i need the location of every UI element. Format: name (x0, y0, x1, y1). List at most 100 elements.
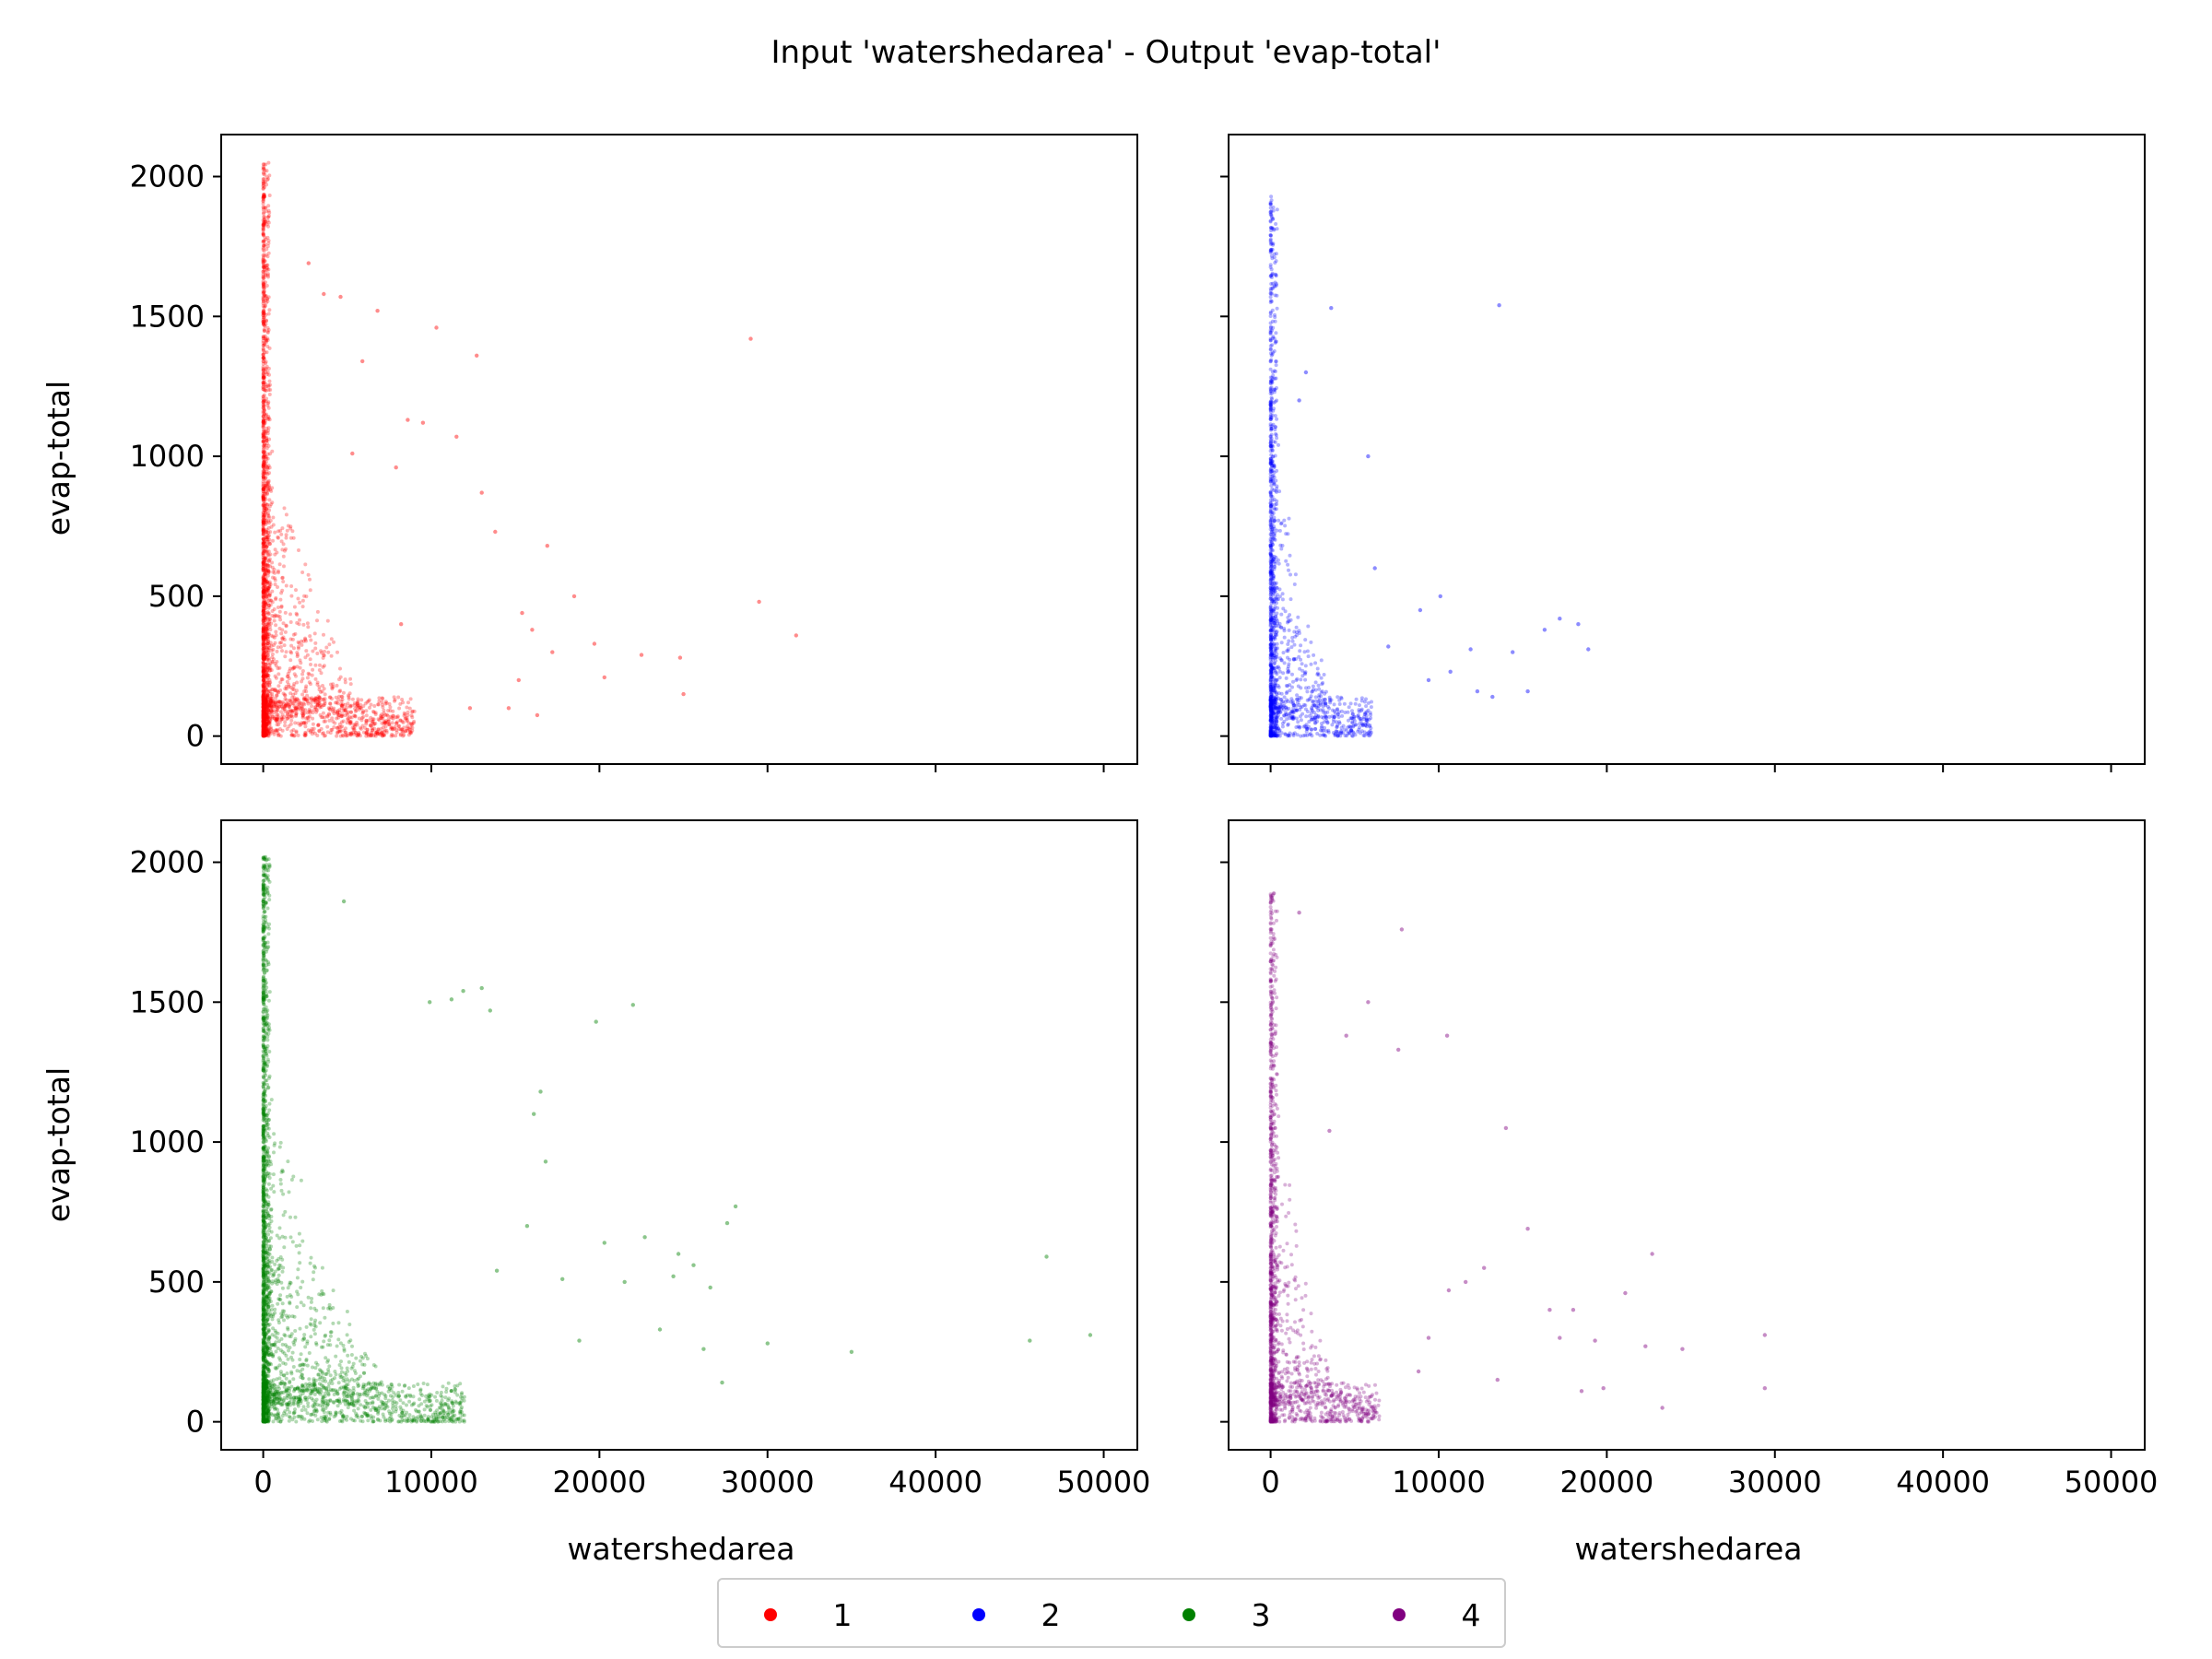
data-point (386, 717, 391, 722)
data-point (290, 529, 295, 534)
data-point (1273, 272, 1277, 276)
data-point (262, 598, 266, 603)
data-point (309, 697, 313, 701)
data-point (261, 233, 265, 238)
data-point (261, 732, 265, 736)
data-point (261, 594, 265, 599)
data-point (262, 488, 266, 491)
data-point (1268, 438, 1273, 441)
data-point (1288, 688, 1292, 693)
data-point (1272, 688, 1277, 693)
data-point (342, 728, 346, 733)
data-point (262, 584, 266, 589)
data-point (355, 701, 359, 706)
data-point (1315, 672, 1320, 677)
data-point (328, 701, 333, 706)
data-point (335, 711, 340, 715)
data-point (307, 680, 312, 685)
data-point (262, 713, 266, 718)
data-point (265, 518, 269, 523)
data-point (320, 732, 324, 735)
data-point (266, 728, 270, 733)
data-point (261, 356, 265, 360)
data-point (261, 705, 265, 709)
data-point (304, 594, 309, 599)
data-point (276, 717, 280, 721)
data-point (270, 714, 275, 719)
data-point (435, 1391, 440, 1394)
data-point (369, 734, 373, 738)
data-point (367, 733, 371, 737)
data-point (410, 715, 415, 720)
data-point (1268, 238, 1273, 242)
data-point (261, 498, 265, 502)
data-point (263, 221, 267, 226)
data-point (261, 269, 265, 274)
data-point (261, 465, 265, 469)
data-point (265, 587, 269, 592)
data-point (263, 388, 267, 393)
data-point (1288, 700, 1293, 704)
data-point (265, 734, 270, 738)
y-axis-label-bottom: evap-total (41, 1067, 76, 1222)
data-point (270, 449, 275, 453)
data-point (261, 526, 265, 531)
data-point (264, 724, 268, 728)
data-point (265, 512, 270, 517)
data-point (261, 536, 265, 541)
data-point (1364, 697, 1368, 701)
data-point (305, 653, 310, 657)
data-point (1309, 662, 1313, 666)
data-point (359, 716, 364, 720)
data-point (265, 338, 270, 342)
data-point (261, 705, 265, 710)
data-point (263, 635, 267, 640)
data-point (1322, 728, 1326, 733)
data-point (261, 414, 265, 418)
data-point (262, 670, 265, 675)
data-point (265, 267, 269, 272)
data-point (261, 703, 265, 708)
data-point (293, 698, 298, 702)
data-point (261, 617, 265, 621)
data-point (261, 542, 265, 547)
data-point (289, 718, 294, 723)
data-point (1275, 706, 1279, 711)
data-point (359, 706, 363, 711)
data-point (265, 336, 270, 341)
data-point (373, 722, 378, 725)
data-point (262, 590, 266, 594)
data-point (264, 705, 268, 710)
data-point (261, 720, 265, 724)
data-point (407, 727, 412, 732)
data-point (356, 733, 360, 737)
data-point (261, 660, 265, 665)
data-point (265, 714, 269, 719)
data-point (1270, 719, 1275, 724)
y-axis-label-top: evap-total (41, 381, 76, 535)
data-point (273, 700, 277, 705)
data-point (350, 725, 355, 730)
data-point (288, 524, 293, 529)
data-point (1268, 704, 1273, 709)
data-point (1268, 578, 1273, 582)
data-point (267, 471, 272, 476)
data-point (265, 545, 269, 549)
data-point (261, 205, 265, 209)
data-point (262, 180, 266, 184)
data-point (349, 731, 354, 735)
data-point (261, 700, 265, 705)
data-point (1359, 696, 1364, 700)
data-point (261, 440, 265, 444)
data-point (410, 722, 415, 726)
data-point (262, 177, 266, 182)
data-point (1269, 545, 1274, 549)
data-point (267, 485, 272, 489)
data-point (332, 725, 336, 730)
data-point (292, 665, 297, 669)
data-point (315, 652, 320, 655)
data-point (410, 728, 415, 733)
data-point (382, 729, 386, 734)
data-point (1311, 700, 1315, 704)
data-point (355, 733, 359, 737)
